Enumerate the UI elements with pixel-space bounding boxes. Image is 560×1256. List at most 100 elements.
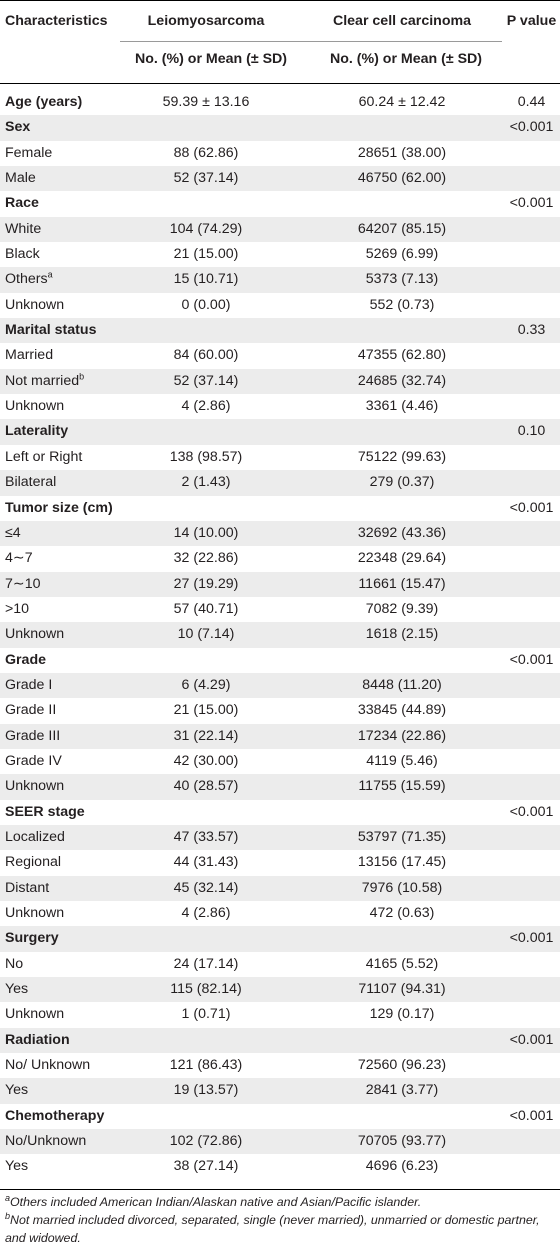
row-label: Male [5, 166, 36, 191]
p-value: <0.001 [509, 1107, 554, 1124]
row-label-text: 7∼10 [5, 575, 41, 592]
row-label-text: Regional [5, 854, 62, 871]
clear-cell-value: 64207 (85.15) [357, 220, 447, 237]
clear-cell-value: 129 (0.17) [369, 1006, 435, 1023]
row-label-text: 4∼7 [5, 550, 33, 567]
row-label: Unknown [5, 901, 64, 926]
table-row: Race <0.001 [0, 191, 560, 216]
table-row: Unknown 0 (0.00) 552 (0.73) [0, 293, 560, 318]
clear-cell-value: 279 (0.37) [369, 474, 435, 491]
leiomyosarcoma-value: 4 (2.86) [181, 398, 231, 415]
clear-cell-value: 4119 (5.46) [366, 752, 438, 769]
leiomyosarcoma-value: 52 (37.14) [173, 372, 239, 389]
leiomyosarcoma-value: 1 (0.71) [181, 1006, 231, 1023]
row-label-text: Age (years) [5, 94, 83, 110]
leiomyosarcoma-value: 57 (40.71) [173, 600, 239, 617]
row-label-text: Unknown [5, 1006, 65, 1023]
leiomyosarcoma-value: 21 (15.00) [173, 702, 239, 719]
leiomyosarcoma-value: 138 (98.57) [169, 448, 243, 465]
table-row: Grade I 6 (4.29) 8448 (11.20) [0, 672, 560, 699]
table-row: No/ Unknown 121 (86.43) 72560 (96.23) [0, 1053, 560, 1078]
table-row: Sex <0.001 [0, 115, 560, 141]
table-row: Grade III 31 (22.14) 17234 (22.86) [0, 723, 560, 749]
row-label-text: Male [5, 170, 36, 187]
leiomyosarcoma-value: 24 (17.14) [173, 955, 239, 972]
table-row: Chemotherapy <0.001 [0, 1104, 560, 1129]
row-label: Bilateral [5, 470, 56, 495]
p-value: <0.001 [509, 930, 554, 947]
category-label: Race [5, 191, 39, 216]
table-row: Yes 19 (13.57) 2841 (3.77) [0, 1078, 560, 1104]
p-value: <0.001 [509, 195, 554, 212]
clear-cell-value: 13156 (17.45) [357, 854, 447, 871]
row-label: 7∼10 [5, 572, 41, 597]
table-header: Characteristics Leiomyosarcoma Clear cel… [0, 0, 560, 84]
row-label-text: Bilateral [5, 474, 57, 491]
table-row: Black 21 (15.00) 5269 (6.99) [0, 242, 560, 267]
leiomyosarcoma-value: 44 (31.43) [173, 854, 239, 871]
row-label: Unknown [5, 774, 64, 799]
leiomyosarcoma-value: 84 (60.00) [173, 347, 239, 364]
table-row: Unknown 4 (2.86) 472 (0.63) [0, 901, 560, 926]
p-value: <0.001 [509, 651, 554, 668]
row-label-text: Marital status [5, 322, 97, 339]
table-row: Grade IV 42 (30.00) 4119 (5.46) [0, 749, 560, 774]
clear-cell-value: 7082 (9.39) [365, 600, 439, 617]
clear-cell-value: 71107 (94.31) [358, 981, 446, 998]
row-label-text: No/ Unknown [5, 1057, 91, 1074]
leiomyosarcoma-value: 32 (22.86) [173, 550, 239, 567]
clear-cell-value: 17234 (22.86) [357, 727, 447, 744]
p-value: <0.001 [509, 499, 554, 516]
category-label: Grade [5, 648, 46, 673]
clear-cell-value: 3361 (4.46) [365, 398, 439, 415]
row-label: Othersa [5, 267, 53, 292]
category-label: Tumor size (cm) [5, 496, 113, 521]
footnotes: aOthers included American Indian/Alaskan… [5, 1193, 557, 1247]
row-label-text: Radiation [5, 1031, 70, 1048]
row-label-text: Unknown [5, 398, 65, 415]
leiomyosarcoma-value: 31 (22.14) [173, 727, 239, 744]
row-label: No [5, 952, 23, 977]
row-label-text: Race [5, 195, 39, 212]
table-row: Regional 44 (31.43) 13156 (17.45) [0, 850, 560, 875]
clear-cell-value: 8448 (11.20) [362, 676, 442, 693]
row-label-text: Grade I [5, 676, 53, 693]
clear-cell-value: 4696 (6.23) [365, 1158, 439, 1175]
table-row: Unknown 1 (0.71) 129 (0.17) [0, 1002, 560, 1027]
row-label-text: Unknown [5, 778, 65, 795]
category-label: Marital status [5, 318, 96, 343]
top-rule [0, 0, 560, 1]
row-label: Unknown [5, 622, 64, 647]
clear-cell-value: 552 (0.73) [369, 296, 435, 313]
footnote-marker: b [79, 371, 85, 382]
header-characteristics: Characteristics [5, 13, 108, 29]
row-label: Not marriedb [5, 369, 84, 394]
table-row: Grade <0.001 [0, 648, 560, 673]
header-sub-clear-cell: No. (%) or Mean (± SD) [329, 51, 483, 67]
header-p-value: P value [506, 13, 557, 29]
header-clear-cell-carcinoma: Clear cell carcinoma [332, 13, 471, 29]
row-label: No/Unknown [5, 1129, 86, 1154]
row-label-text: Yes [5, 1158, 29, 1175]
leiomyosarcoma-value: 42 (30.00) [173, 752, 239, 769]
row-label-text: Others [5, 271, 48, 288]
clear-cell-value: 28651 (38.00) [357, 144, 447, 161]
row-label-text: Yes [5, 981, 29, 998]
row-label: Regional [5, 850, 61, 875]
clear-cell-value: 70705 (93.77) [357, 1133, 447, 1150]
row-label-text: Grade [5, 651, 47, 668]
leiomyosarcoma-value: 88 (62.86) [173, 144, 239, 161]
row-label: Married [5, 343, 53, 368]
row-label-text: SEER stage [5, 803, 85, 820]
row-label: Grade II [5, 698, 56, 723]
leiomyosarcoma-value: 19 (13.57) [173, 1082, 239, 1099]
table-row: Surgery <0.001 [0, 926, 560, 952]
header-bottom-rule [0, 83, 560, 84]
leiomyosarcoma-value: 4 (2.86) [181, 905, 231, 921]
table-row: Radiation <0.001 [0, 1027, 560, 1054]
p-value: 0.33 [517, 322, 546, 339]
row-label: Unknown [5, 293, 64, 318]
leiomyosarcoma-value: 0 (0.00) [181, 296, 231, 313]
clear-cell-value: 22348 (29.64) [357, 550, 447, 567]
row-label: Localized [5, 825, 65, 850]
